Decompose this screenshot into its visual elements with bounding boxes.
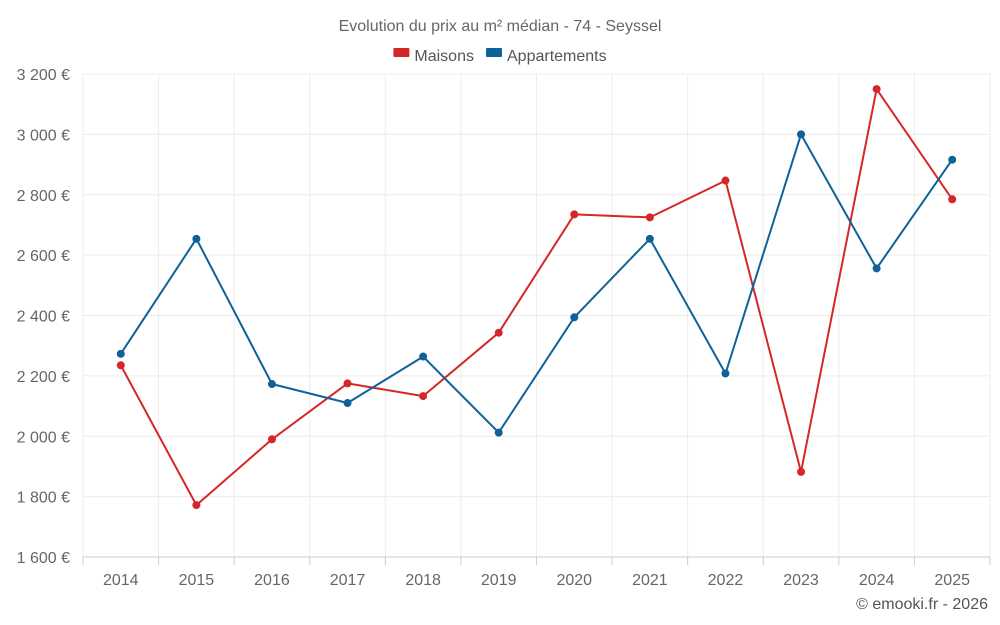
legend-item-appartements[interactable]: Appartements <box>486 48 607 65</box>
x-axis: 2014 2015 2016 2017 2018 2019 2020 2021 2022 2023… <box>82 556 991 589</box>
x-tick-label: 2023 <box>783 572 819 589</box>
x-tick-label: 2019 <box>481 572 517 589</box>
data-point-maisons[interactable] <box>419 392 428 401</box>
x-tick-label: 2016 <box>254 572 290 589</box>
chart-title: Evolution du prix au m² médian - 74 - Se… <box>339 18 662 35</box>
series-line-maisons <box>119 88 954 507</box>
y-tick-label: 2 400 € <box>17 309 70 326</box>
y-tick-label: 2 000 € <box>17 429 70 446</box>
data-point-maisons[interactable] <box>872 85 881 94</box>
y-tick-label: 1 800 € <box>17 490 70 507</box>
data-point-appartements[interactable] <box>570 313 579 322</box>
legend-swatch <box>486 48 502 57</box>
data-point-appartements[interactable] <box>267 380 276 389</box>
data-point-appartements[interactable] <box>419 352 428 361</box>
data-point-maisons[interactable] <box>797 467 806 476</box>
x-tick-label: 2021 <box>632 572 668 589</box>
x-tick-label: 2014 <box>103 572 139 589</box>
data-point-maisons[interactable] <box>116 361 125 370</box>
y-tick-label: 3 200 € <box>17 67 70 84</box>
grid-lines <box>82 73 991 557</box>
x-tick-label: 2024 <box>859 572 895 589</box>
data-point-appartements[interactable] <box>494 428 503 437</box>
x-tick-label: 2022 <box>708 572 744 589</box>
y-tick-label: 2 600 € <box>17 248 70 265</box>
data-point-maisons[interactable] <box>494 328 503 337</box>
data-point-appartements[interactable] <box>948 155 957 164</box>
data-point-maisons[interactable] <box>267 435 276 444</box>
data-point-maisons[interactable] <box>192 501 201 510</box>
x-tick-label: 2015 <box>179 572 215 589</box>
data-point-maisons[interactable] <box>948 195 957 204</box>
legend-label: Appartements <box>507 48 607 65</box>
y-tick-label: 3 000 € <box>17 127 70 144</box>
chart-credit: © emooki.fr - 2026 <box>856 596 988 613</box>
data-point-appartements[interactable] <box>645 234 654 243</box>
data-point-appartements[interactable] <box>343 399 352 408</box>
y-tick-label: 2 800 € <box>17 188 70 205</box>
data-point-appartements[interactable] <box>116 349 125 358</box>
y-tick-label: 2 200 € <box>17 369 70 386</box>
data-point-appartements[interactable] <box>872 264 881 273</box>
legend-label: Maisons <box>414 48 474 65</box>
data-point-maisons[interactable] <box>343 379 352 388</box>
data-point-maisons[interactable] <box>570 210 579 219</box>
x-tick-label: 2025 <box>934 572 970 589</box>
x-tick-label: 2018 <box>405 572 441 589</box>
series-group <box>116 85 957 510</box>
x-tick-label: 2020 <box>556 572 592 589</box>
legend-item-maisons[interactable]: Maisons <box>393 48 474 65</box>
data-point-appartements[interactable] <box>797 130 806 139</box>
data-point-appartements[interactable] <box>721 369 730 378</box>
y-tick-label: 1 600 € <box>17 550 70 567</box>
legend-swatch <box>393 48 410 57</box>
series-line-appartements <box>119 133 954 434</box>
data-point-maisons[interactable] <box>645 213 654 222</box>
y-axis: 1 600 € 1 800 € 2 000 € 2 200 € 2 400 € 2 600… <box>17 67 70 567</box>
x-tick-label: 2017 <box>330 572 366 589</box>
chart-legend: Maisons Appartements <box>393 48 607 65</box>
data-point-appartements[interactable] <box>192 234 201 243</box>
data-point-maisons[interactable] <box>721 176 730 185</box>
